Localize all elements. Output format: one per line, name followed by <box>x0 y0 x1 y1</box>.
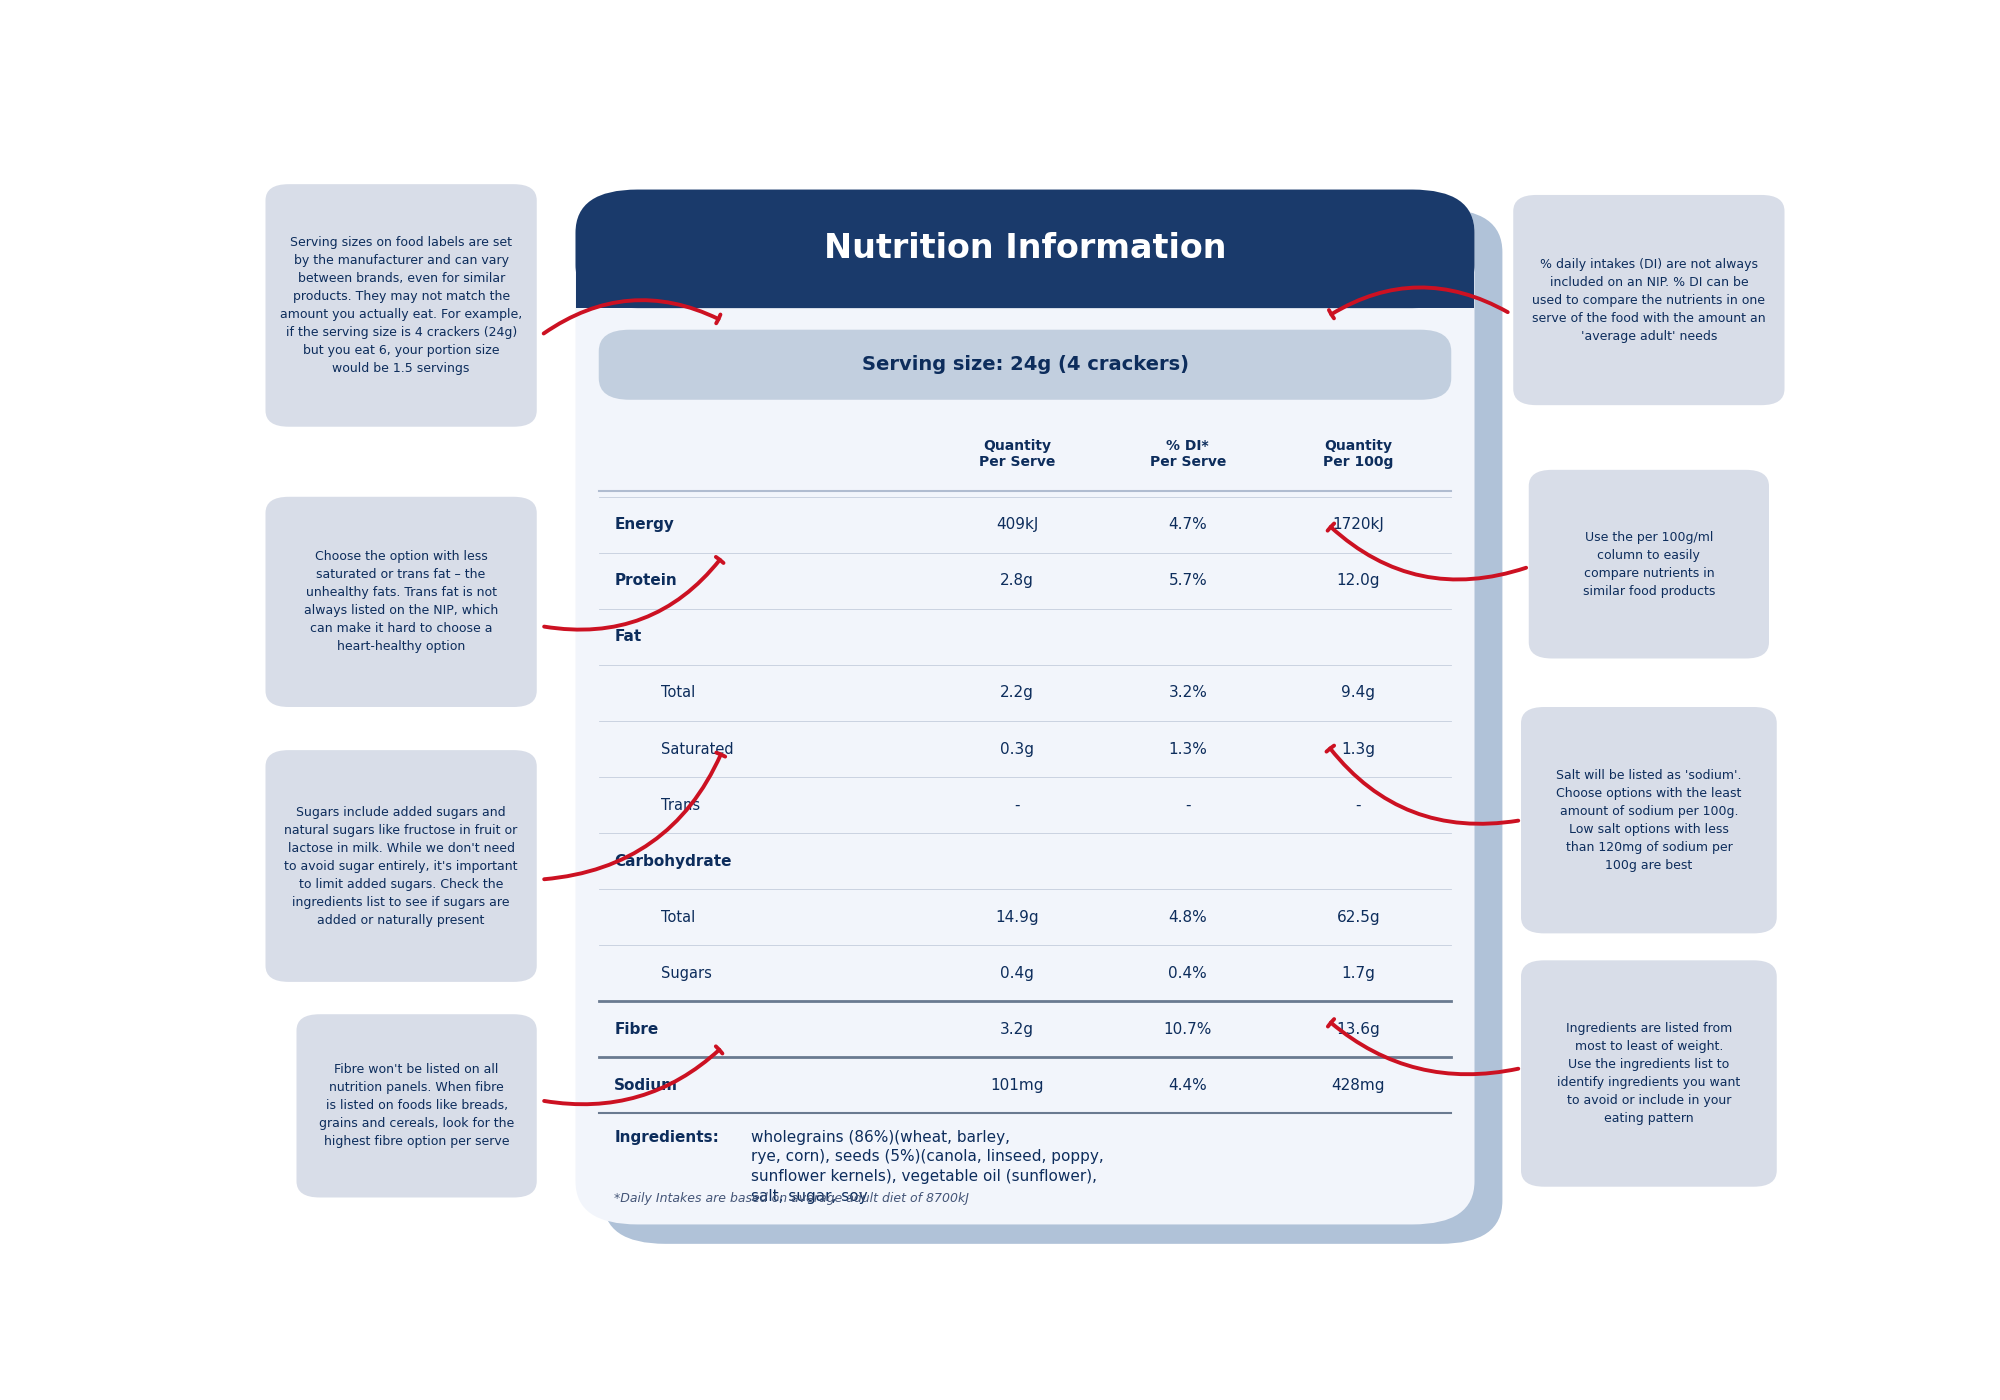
FancyBboxPatch shape <box>598 330 1452 400</box>
Text: Saturated: Saturated <box>660 742 734 756</box>
Text: 2.2g: 2.2g <box>1000 686 1034 700</box>
Text: Carbohydrate: Carbohydrate <box>614 854 732 868</box>
Text: 101mg: 101mg <box>990 1078 1044 1093</box>
Text: Ingredients are listed from
most to least of weight.
Use the ingredients list to: Ingredients are listed from most to leas… <box>1558 1022 1740 1126</box>
Text: Sodium: Sodium <box>614 1078 678 1093</box>
Text: 5.7%: 5.7% <box>1168 574 1208 588</box>
Text: 3.2%: 3.2% <box>1168 686 1208 700</box>
Text: Energy: Energy <box>614 518 674 532</box>
Text: Protein: Protein <box>614 574 676 588</box>
FancyBboxPatch shape <box>266 185 536 427</box>
Text: 1720kJ: 1720kJ <box>1332 518 1384 532</box>
Text: Sugars include added sugars and
natural sugars like fructose in fruit or
lactose: Sugars include added sugars and natural … <box>284 805 518 927</box>
FancyBboxPatch shape <box>604 209 1502 1243</box>
Text: Use the per 100g/ml
column to easily
compare nutrients in
similar food products: Use the per 100g/ml column to easily com… <box>1582 531 1716 598</box>
Text: 4.4%: 4.4% <box>1168 1078 1208 1093</box>
Text: Sugars: Sugars <box>660 966 712 981</box>
Text: 1.7g: 1.7g <box>1342 966 1376 981</box>
FancyBboxPatch shape <box>576 189 1474 308</box>
Text: Nutrition Information: Nutrition Information <box>824 232 1226 266</box>
Text: 4.7%: 4.7% <box>1168 518 1208 532</box>
Text: wholegrains (86%)(wheat, barley,
rye, corn), seeds (5%)(canola, linseed, poppy,
: wholegrains (86%)(wheat, barley, rye, co… <box>750 1130 1104 1204</box>
Text: Fat: Fat <box>614 630 642 644</box>
Text: 12.0g: 12.0g <box>1336 574 1380 588</box>
Text: Fibre: Fibre <box>614 1022 658 1037</box>
FancyBboxPatch shape <box>1514 195 1784 405</box>
Text: 0.4g: 0.4g <box>1000 966 1034 981</box>
Text: Ingredients:: Ingredients: <box>614 1130 720 1145</box>
Text: 0.4%: 0.4% <box>1168 966 1208 981</box>
Text: 1.3%: 1.3% <box>1168 742 1208 756</box>
Text: Total: Total <box>660 686 696 700</box>
Text: Quantity
Per Serve: Quantity Per Serve <box>980 438 1056 469</box>
Text: -: - <box>1184 798 1190 812</box>
Text: 409kJ: 409kJ <box>996 518 1038 532</box>
Text: 428mg: 428mg <box>1332 1078 1384 1093</box>
FancyBboxPatch shape <box>1522 707 1776 934</box>
Text: 62.5g: 62.5g <box>1336 910 1380 925</box>
FancyBboxPatch shape <box>576 189 1474 1225</box>
Text: Serving sizes on food labels are set
by the manufacturer and can vary
between br: Serving sizes on food labels are set by … <box>280 237 522 375</box>
FancyBboxPatch shape <box>576 249 1474 308</box>
Text: % DI*
Per Serve: % DI* Per Serve <box>1150 438 1226 469</box>
Text: Salt will be listed as 'sodium'.
Choose options with the least
amount of sodium : Salt will be listed as 'sodium'. Choose … <box>1556 769 1742 872</box>
Text: Quantity
Per 100g: Quantity Per 100g <box>1324 438 1394 469</box>
FancyBboxPatch shape <box>296 1014 536 1197</box>
FancyBboxPatch shape <box>1528 470 1770 658</box>
FancyBboxPatch shape <box>266 497 536 707</box>
Text: Choose the option with less
saturated or trans fat – the
unhealthy fats. Trans f: Choose the option with less saturated or… <box>304 550 498 654</box>
Text: 14.9g: 14.9g <box>996 910 1040 925</box>
Text: Serving size: 24g (4 crackers): Serving size: 24g (4 crackers) <box>862 356 1188 374</box>
Text: Trans: Trans <box>660 798 700 812</box>
FancyBboxPatch shape <box>1522 960 1776 1187</box>
Text: -: - <box>1014 798 1020 812</box>
Text: Total: Total <box>660 910 696 925</box>
Text: 3.2g: 3.2g <box>1000 1022 1034 1037</box>
Text: -: - <box>1356 798 1360 812</box>
Text: 4.8%: 4.8% <box>1168 910 1208 925</box>
Text: *Daily Intakes are based on average adult diet of 8700kJ: *Daily Intakes are based on average adul… <box>614 1191 970 1205</box>
Text: % daily intakes (DI) are not always
included on an NIP. % DI can be
used to comp: % daily intakes (DI) are not always incl… <box>1532 258 1766 343</box>
Text: 13.6g: 13.6g <box>1336 1022 1380 1037</box>
Text: 2.8g: 2.8g <box>1000 574 1034 588</box>
Text: 1.3g: 1.3g <box>1342 742 1376 756</box>
Text: 0.3g: 0.3g <box>1000 742 1034 756</box>
Text: 10.7%: 10.7% <box>1164 1022 1212 1037</box>
Text: Fibre won't be listed on all
nutrition panels. When fibre
is listed on foods lik: Fibre won't be listed on all nutrition p… <box>320 1064 514 1148</box>
Text: 9.4g: 9.4g <box>1342 686 1376 700</box>
FancyBboxPatch shape <box>266 750 536 981</box>
